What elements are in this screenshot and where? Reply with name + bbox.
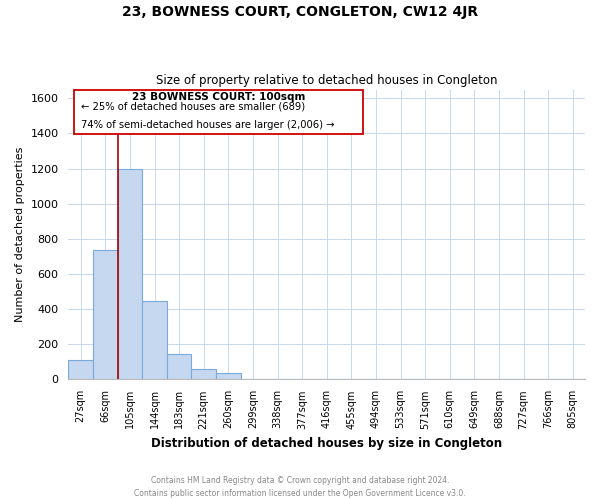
Text: 74% of semi-detached houses are larger (2,006) →: 74% of semi-detached houses are larger (… [82, 120, 335, 130]
Bar [142, 302, 167, 380]
Text: Contains HM Land Registry data © Crown copyright and database right 2024.
Contai: Contains HM Land Registry data © Crown c… [134, 476, 466, 498]
Y-axis label: Number of detached properties: Number of detached properties [15, 147, 25, 322]
Text: 23 BOWNESS COURT: 100sqm: 23 BOWNESS COURT: 100sqm [131, 92, 305, 102]
Text: 23, BOWNESS COURT, CONGLETON, CW12 4JR: 23, BOWNESS COURT, CONGLETON, CW12 4JR [122, 5, 478, 19]
Bar [216, 374, 241, 380]
Title: Size of property relative to detached houses in Congleton: Size of property relative to detached ho… [156, 74, 497, 87]
Bar [68, 360, 93, 380]
Bar [167, 354, 191, 380]
Bar [118, 168, 142, 380]
Text: ← 25% of detached houses are smaller (689): ← 25% of detached houses are smaller (68… [82, 102, 305, 112]
FancyBboxPatch shape [74, 90, 363, 134]
Bar [93, 250, 118, 380]
X-axis label: Distribution of detached houses by size in Congleton: Distribution of detached houses by size … [151, 437, 502, 450]
Bar [191, 369, 216, 380]
